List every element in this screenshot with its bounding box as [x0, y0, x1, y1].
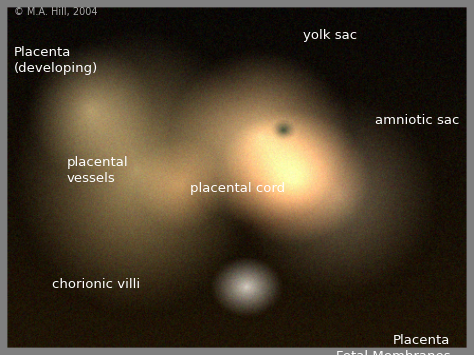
Text: placental cord: placental cord	[190, 182, 285, 195]
Text: placental
vessels: placental vessels	[66, 156, 128, 185]
Text: yolk sac: yolk sac	[303, 29, 357, 42]
Text: amniotic sac: amniotic sac	[375, 114, 460, 127]
Text: chorionic villi: chorionic villi	[52, 278, 140, 290]
Text: Placenta
Fetal Membranes: Placenta Fetal Membranes	[336, 334, 450, 355]
Text: © M.A. Hill, 2004: © M.A. Hill, 2004	[14, 7, 98, 17]
Text: Placenta
(developing): Placenta (developing)	[14, 46, 99, 75]
